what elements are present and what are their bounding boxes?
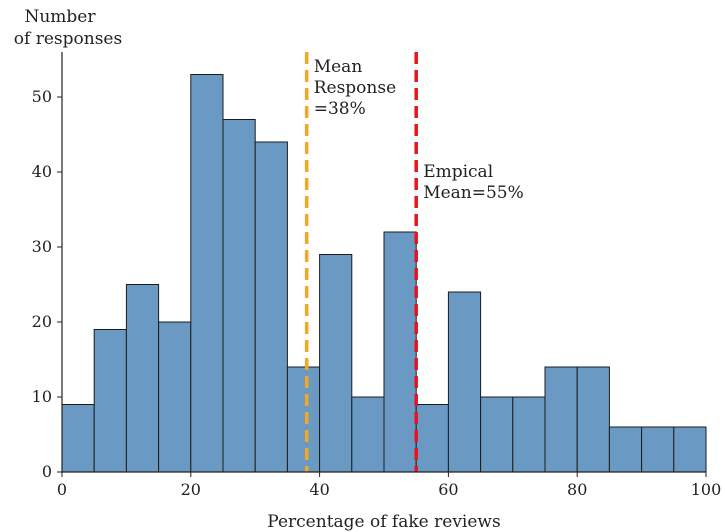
- reference-line-label: Mean: [314, 57, 363, 77]
- y-axis-title-line-2: of responses: [14, 29, 122, 49]
- histogram-bar: [286, 366, 321, 473]
- reference-line-label: Response: [314, 78, 396, 98]
- histogram-bar: [351, 396, 385, 473]
- bars-group: [61, 74, 707, 473]
- histogram-bar: [480, 396, 514, 473]
- reference-line-label: =38%: [314, 99, 366, 119]
- x-axis-title: Percentage of fake reviews: [267, 512, 500, 532]
- histogram-bar: [61, 404, 95, 473]
- histogram-bar: [190, 74, 224, 473]
- histogram-bar: [222, 119, 256, 473]
- y-tick-label: 10: [32, 387, 52, 406]
- histogram-bar: [415, 404, 449, 473]
- y-axis-title-line-1: Number: [24, 7, 96, 27]
- y-tick-label: 50: [32, 87, 52, 106]
- histogram-bar: [447, 291, 482, 473]
- histogram-bar: [673, 426, 707, 473]
- histogram-bar: [608, 426, 643, 473]
- reference-lines-group: [304, 52, 418, 472]
- axes-group: [61, 52, 706, 473]
- histogram-bar: [544, 366, 578, 473]
- axis-titles-group: Percentage of fake reviews Number of res…: [14, 7, 501, 532]
- histogram-bar: [125, 284, 160, 473]
- y-tick-label: 0: [42, 462, 52, 481]
- x-tick-label: 20: [181, 480, 201, 499]
- x-tick-label: 0: [57, 480, 67, 499]
- histogram-bar: [158, 321, 192, 473]
- x-tick-label: 80: [567, 480, 587, 499]
- y-tick-label: 40: [32, 162, 52, 181]
- histogram-bar: [319, 254, 353, 473]
- x-tick-label: 40: [309, 480, 329, 499]
- reference-line-label: Empical: [423, 162, 493, 182]
- histogram-bar: [576, 366, 610, 473]
- histogram-bar: [641, 426, 675, 473]
- reference-line-label: Mean=55%: [423, 183, 524, 203]
- y-tick-label: 20: [32, 312, 52, 331]
- ticks-group: 0 20 40 60 80 100 0 10 20 30 40 50: [32, 87, 722, 499]
- histogram-bar: [93, 329, 127, 473]
- histogram-bar: [383, 231, 417, 473]
- histogram-bar: [512, 396, 546, 473]
- histogram-bar: [254, 141, 288, 473]
- y-tick-label: 30: [32, 237, 52, 256]
- x-tick-label: 100: [691, 480, 722, 499]
- x-tick-label: 60: [438, 480, 458, 499]
